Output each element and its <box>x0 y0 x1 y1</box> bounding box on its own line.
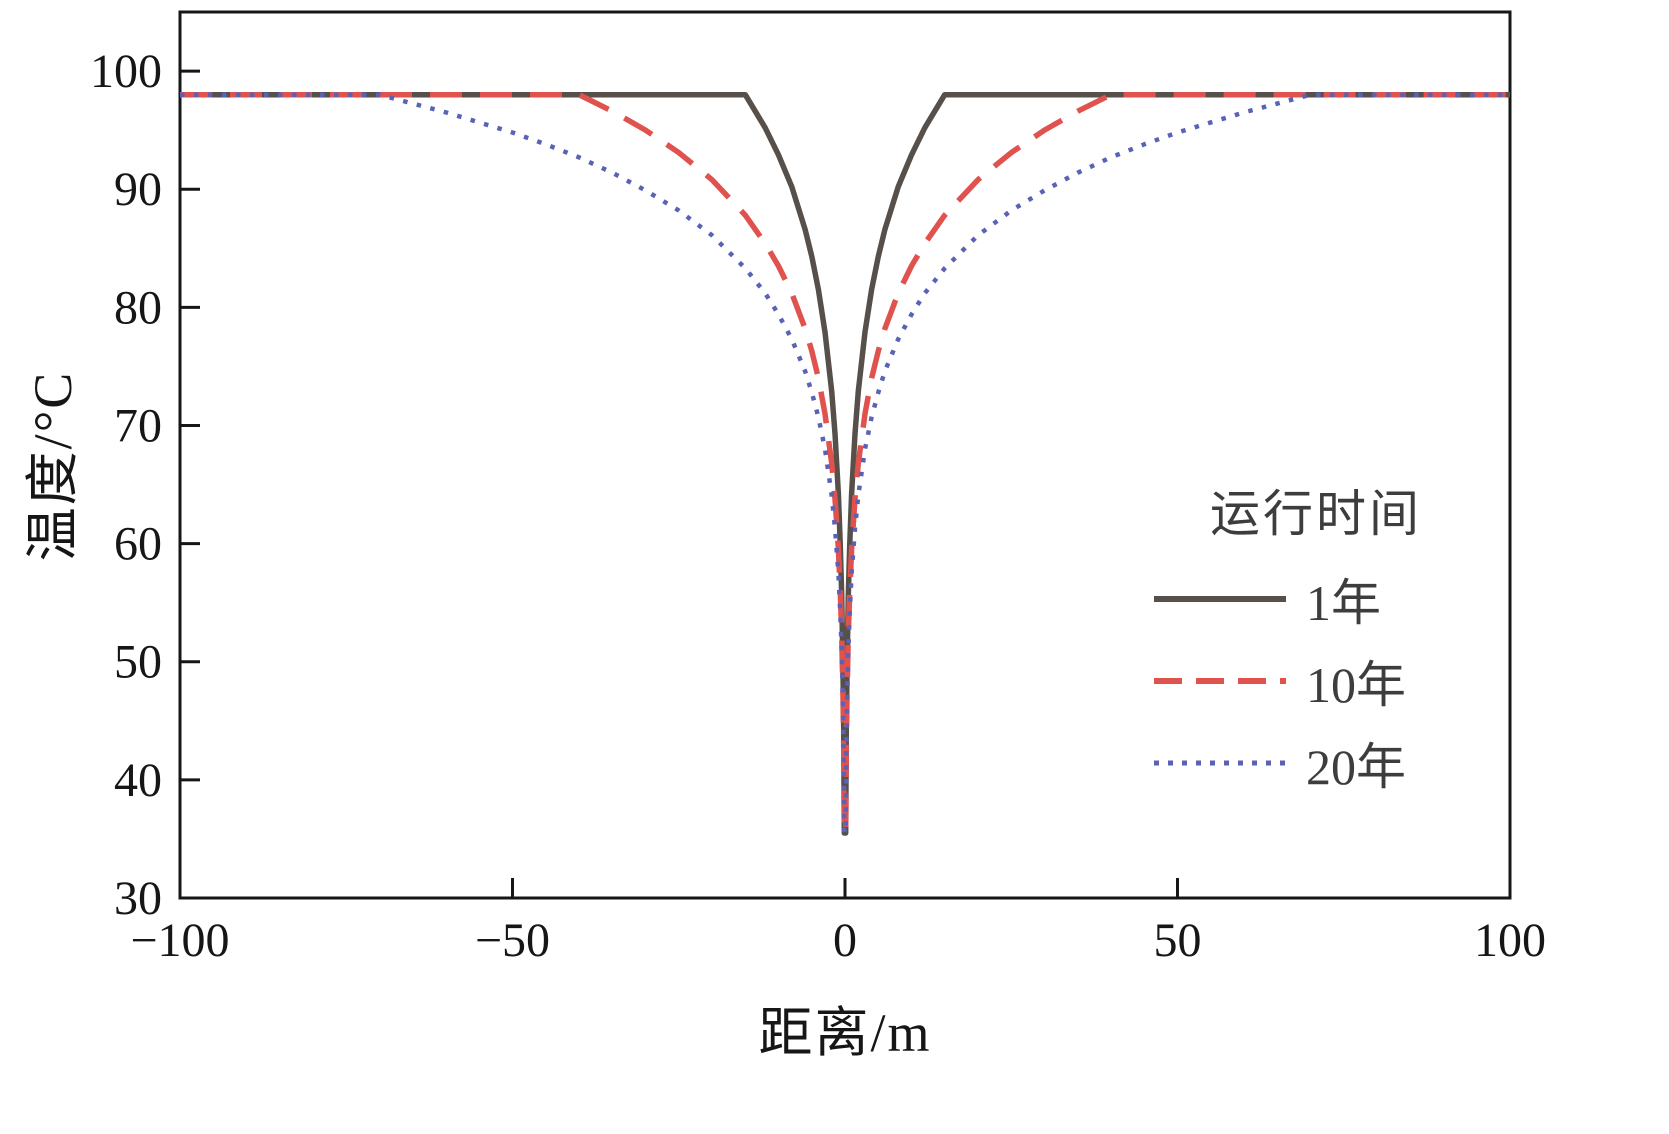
legend-item-label: 10年 <box>1306 657 1406 713</box>
y-tick-label: 60 <box>114 518 162 571</box>
x-tick-label: 50 <box>1154 914 1202 967</box>
y-tick-label: 70 <box>114 399 162 452</box>
legend-item: 20年 <box>1150 734 1422 795</box>
y-tick-label: 90 <box>114 163 162 216</box>
legend-item: 1年 <box>1150 570 1422 631</box>
legend-line-sample-dotted <box>1154 760 1286 766</box>
x-tick-label: −50 <box>475 914 550 967</box>
x-tick-label: −100 <box>130 914 229 967</box>
legend: 运行时间 1年 10年 20年 <box>1150 474 1422 795</box>
legend-item-label: 1年 <box>1306 575 1381 631</box>
legend-item: 10年 <box>1150 652 1422 713</box>
y-axis-title: 温度/°C <box>23 370 83 562</box>
legend-item-label: 20年 <box>1306 739 1406 795</box>
y-tick-label: 40 <box>114 754 162 807</box>
y-tick-label: 50 <box>114 636 162 689</box>
legend-line-sample-solid <box>1154 596 1286 602</box>
x-tick-label: 0 <box>833 914 857 967</box>
legend-line-sample-dashed <box>1154 678 1286 684</box>
x-axis-title: 距离/m <box>758 1003 932 1063</box>
y-tick-label: 80 <box>114 281 162 334</box>
x-tick-label: 100 <box>1474 914 1546 967</box>
legend-title: 运行时间 <box>1210 486 1422 542</box>
y-tick-label: 100 <box>90 45 162 98</box>
y-tick-label: 30 <box>114 872 162 925</box>
series-line-0 <box>180 91 1510 836</box>
